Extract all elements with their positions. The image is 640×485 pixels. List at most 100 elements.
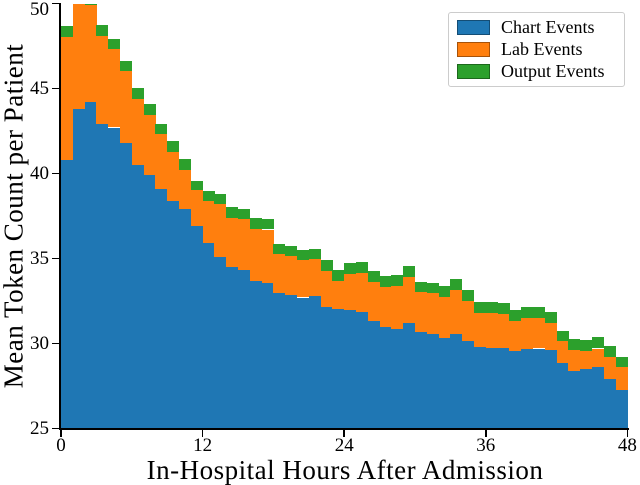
bar-segment-lab-events-h31 bbox=[426, 293, 439, 335]
bar-segment-output-events-h23 bbox=[332, 270, 345, 282]
y-tick-label-45: 45 bbox=[30, 77, 49, 99]
bar-segment-chart-events-h15 bbox=[238, 270, 251, 429]
bar-segment-lab-events-h35 bbox=[474, 312, 487, 347]
bar-segment-chart-events-h36 bbox=[485, 347, 498, 429]
bar-segment-output-events-h46 bbox=[603, 345, 616, 357]
bar-segment-lab-events-h25 bbox=[356, 272, 369, 312]
bar-segment-lab-events-h15 bbox=[238, 219, 251, 271]
bar-segment-chart-events-h1 bbox=[72, 108, 85, 429]
bar-segment-lab-events-h29 bbox=[403, 277, 416, 323]
bar-segment-output-events-h36 bbox=[485, 301, 498, 313]
bar-segment-output-events-h40 bbox=[533, 306, 546, 318]
bar-segment-output-events-h7 bbox=[143, 103, 156, 115]
x-tick-mark-48 bbox=[626, 430, 629, 437]
bar-segment-chart-events-h0 bbox=[61, 159, 74, 429]
bar-segment-lab-events-h11 bbox=[190, 190, 203, 227]
bar-segment-chart-events-h35 bbox=[474, 346, 487, 429]
bar-segment-chart-events-h4 bbox=[108, 127, 121, 429]
bar-segment-chart-events-h38 bbox=[509, 351, 522, 429]
bar-segment-output-events-h5 bbox=[120, 61, 133, 72]
bar-segment-output-events-h30 bbox=[415, 282, 428, 293]
bar-segment-lab-events-h40 bbox=[533, 317, 546, 349]
bar-segment-output-events-h39 bbox=[521, 306, 534, 318]
bar-segment-chart-events-h8 bbox=[155, 188, 168, 429]
y-tick-mark-25 bbox=[52, 427, 60, 430]
bar-segment-lab-events-h6 bbox=[131, 99, 144, 165]
bar-segment-lab-events-h13 bbox=[214, 204, 227, 257]
bar-segment-output-events-h6 bbox=[131, 88, 144, 100]
legend-label-lab-events: Lab Events bbox=[501, 38, 583, 59]
bar-segment-output-events-h43 bbox=[568, 339, 581, 351]
bar-segment-chart-events-h6 bbox=[131, 164, 144, 429]
x-tick-label-36: 36 bbox=[476, 435, 496, 456]
bar-segment-output-events-h18 bbox=[273, 243, 286, 255]
x-tick-mark-36 bbox=[485, 430, 487, 437]
bar-segment-chart-events-h12 bbox=[202, 243, 215, 429]
bar-segment-output-events-h38 bbox=[509, 310, 522, 322]
bar-segment-output-events-h47 bbox=[615, 357, 628, 368]
bar-segment-lab-events-h26 bbox=[367, 282, 380, 322]
bar-segment-chart-events-h37 bbox=[497, 347, 510, 429]
bar-segment-lab-events-h7 bbox=[143, 114, 156, 176]
bar-segment-output-events-h22 bbox=[320, 260, 333, 272]
bar-segment-output-events-h17 bbox=[261, 219, 274, 230]
bar-segment-output-events-h26 bbox=[367, 271, 380, 283]
bar-segment-lab-events-h41 bbox=[544, 323, 557, 351]
bar-segment-chart-events-h11 bbox=[190, 226, 203, 429]
bar-segment-output-events-h0 bbox=[61, 26, 74, 38]
x-tick-mark-0 bbox=[60, 430, 62, 437]
bar-segment-output-events-h4 bbox=[108, 39, 121, 50]
bar-segment-lab-events-h18 bbox=[273, 254, 286, 294]
bar-segment-lab-events-h14 bbox=[226, 217, 239, 267]
bar-segment-chart-events-h30 bbox=[415, 332, 428, 429]
bar-segment-output-events-h11 bbox=[190, 181, 203, 191]
x-tick-label-0: 0 bbox=[56, 435, 66, 456]
bar-segment-lab-events-h8 bbox=[155, 134, 168, 189]
bar-segment-output-events-h35 bbox=[474, 301, 487, 313]
bar-segment-output-events-h20 bbox=[297, 249, 310, 261]
bar-segment-chart-events-h5 bbox=[120, 142, 133, 429]
bar-segment-lab-events-h44 bbox=[580, 351, 593, 369]
bar-segment-lab-events-h43 bbox=[568, 350, 581, 371]
bar-segment-lab-events-h23 bbox=[332, 281, 345, 309]
bar-segment-lab-events-h3 bbox=[96, 35, 109, 125]
x-axis-spine bbox=[59, 428, 629, 430]
bar-segment-lab-events-h28 bbox=[391, 285, 404, 329]
bar-segment-chart-events-h39 bbox=[521, 349, 534, 429]
bar-segment-output-events-h10 bbox=[179, 158, 192, 170]
bar-segment-output-events-h2 bbox=[84, 3, 97, 6]
bar-segment-output-events-h8 bbox=[155, 124, 168, 135]
bar-segment-chart-events-h16 bbox=[249, 281, 262, 429]
bar-segment-output-events-h27 bbox=[379, 276, 392, 288]
bar-segment-lab-events-h5 bbox=[120, 71, 133, 143]
bar-segment-output-events-h28 bbox=[391, 274, 404, 286]
bar-segment-output-events-h42 bbox=[556, 330, 569, 341]
bar-segment-chart-events-h34 bbox=[462, 340, 475, 429]
bar-segment-lab-events-h16 bbox=[249, 228, 262, 282]
x-tick-mark-24 bbox=[343, 430, 345, 437]
bar-segment-chart-events-h40 bbox=[533, 348, 546, 429]
bar-segment-chart-events-h21 bbox=[308, 295, 321, 429]
bar-segment-output-events-h37 bbox=[497, 303, 510, 314]
bar-segment-lab-events-h38 bbox=[509, 321, 522, 352]
x-tick-label-12: 12 bbox=[193, 435, 213, 456]
bar-segment-lab-events-h2 bbox=[84, 5, 97, 102]
x-tick-label-24: 24 bbox=[334, 435, 354, 456]
bar-segment-lab-events-h21 bbox=[308, 259, 321, 296]
bar-segment-lab-events-h34 bbox=[462, 300, 475, 341]
bar-segment-output-events-h45 bbox=[592, 337, 605, 349]
bar-segment-chart-events-h28 bbox=[391, 328, 404, 429]
x-tick-mark-12 bbox=[201, 430, 204, 437]
legend-swatch-chart-events bbox=[457, 20, 490, 36]
bar-segment-chart-events-h14 bbox=[226, 266, 239, 429]
bar-segment-chart-events-h43 bbox=[568, 370, 581, 429]
legend-entry-output-events: Output Events bbox=[449, 61, 624, 82]
y-axis-spine bbox=[59, 3, 61, 430]
bar-segment-chart-events-h24 bbox=[344, 310, 357, 429]
bar-segment-lab-events-h47 bbox=[615, 367, 628, 391]
bar-segment-lab-events-h37 bbox=[497, 313, 510, 348]
bar-segment-chart-events-h46 bbox=[603, 379, 616, 429]
bar-segment-lab-events-h24 bbox=[344, 273, 357, 311]
bar-segment-chart-events-h26 bbox=[367, 321, 380, 429]
